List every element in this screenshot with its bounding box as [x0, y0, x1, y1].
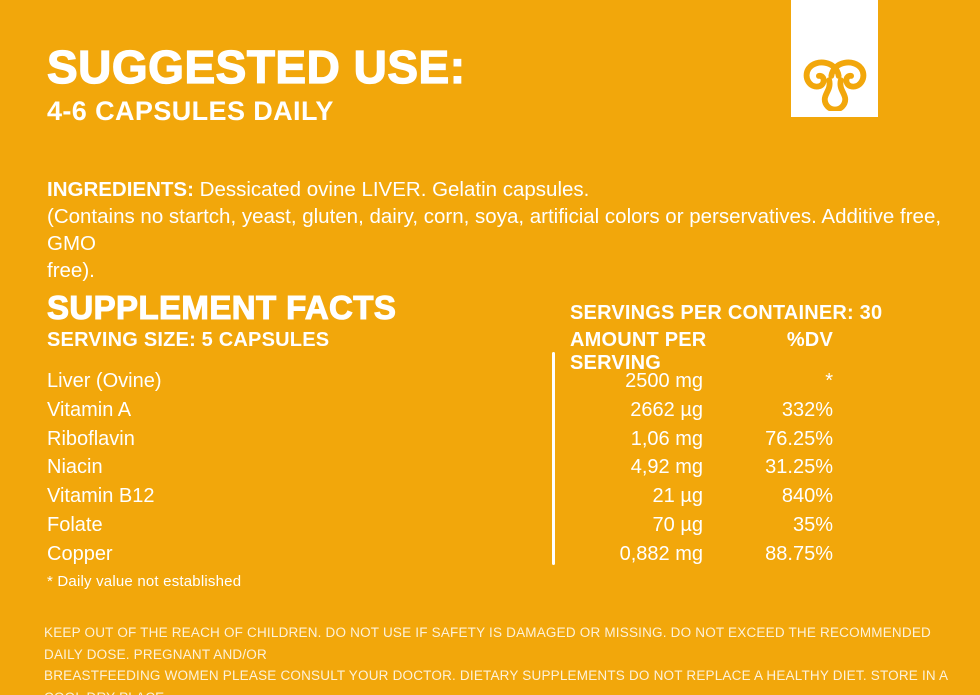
table-row: Copper 0,882 mg 88.75% [0, 540, 980, 569]
nutrient-dv: 31.25% [765, 456, 833, 479]
nutrient-dv: 88.75% [765, 542, 833, 565]
nutrient-name: Niacin [47, 456, 103, 479]
facts-vertical-divider [552, 352, 555, 565]
nutrient-dv: 76.25% [765, 427, 833, 450]
ram-logo-icon [803, 59, 866, 111]
ingredients-line1: INGREDIENTS: Dessicated ovine LIVER. Gel… [47, 176, 952, 203]
dv-header: %DV [786, 329, 833, 351]
nutrient-name: Folate [47, 513, 103, 536]
daily-value-footnote: * Daily value not established [47, 573, 242, 590]
amount-per-serving-header: AMOUNT PER SERVING [570, 329, 707, 374]
table-row: Vitamin A 2662 µg 332% [0, 396, 980, 425]
disclaimer-line: KEEP OUT OF THE REACH OF CHILDREN. DO NO… [44, 625, 931, 662]
suggested-use-directions: 4-6 CAPSULES DAILY [47, 96, 334, 126]
nutrient-amount: 70 µg [652, 513, 703, 536]
supplement-facts-title: SUPPLEMENT FACTS [46, 288, 397, 326]
table-row: Folate 70 µg 35% [0, 511, 980, 540]
suggested-use-title: SUGGESTED USE: [46, 40, 466, 93]
nutrient-amount: 21 µg [652, 485, 703, 508]
nutrient-amount: 1,06 mg [630, 427, 703, 450]
nutrient-dv: 35% [792, 513, 833, 536]
nutrient-name: Copper [47, 542, 113, 565]
table-row: Liver (Ovine) 2500 mg * [0, 367, 980, 396]
brand-logo-box [791, 0, 878, 117]
nutrient-name: Vitamin B12 [47, 485, 155, 508]
nutrient-amount: 2662 µg [630, 398, 703, 421]
nutrient-name: Vitamin A [47, 398, 132, 421]
table-row: Vitamin B12 21 µg 840% [0, 482, 980, 511]
nutrient-name: Riboflavin [47, 427, 135, 450]
nutrient-dv: * [825, 370, 833, 392]
ingredients-label: INGREDIENTS: [47, 178, 194, 201]
nutrient-amount: 4,92 mg [630, 456, 703, 479]
nutrient-name: Liver (Ovine) [47, 370, 162, 392]
table-row: Riboflavin 1,06 mg 76.25% [0, 425, 980, 454]
supplement-facts-table: Liver (Ovine) 2500 mg * Vitamin A 2662 µ… [0, 367, 980, 569]
warning-disclaimer: KEEP OUT OF THE REACH OF CHILDREN. DO NO… [44, 622, 956, 695]
table-row: Niacin 4,92 mg 31.25% [0, 453, 980, 482]
nutrient-dv: 332% [781, 398, 833, 421]
disclaimer-line: BREASTFEEDING WOMEN PLEASE CONSULT YOUR … [44, 668, 948, 695]
servings-per-container-label: SERVINGS PER CONTAINER: 30 [570, 302, 883, 324]
facts-column-headers: AMOUNT PER SERVING %DV [570, 329, 833, 375]
serving-size-label: SERVING SIZE: 5 CAPSULES [47, 329, 330, 351]
ingredients-line3: free). [47, 259, 95, 282]
ingredients-line2: (Contains no startch, yeast, gluten, dai… [47, 205, 942, 255]
nutrient-amount: 2500 mg [625, 370, 703, 392]
nutrient-amount: 0,882 mg [619, 542, 703, 565]
nutrient-dv: 840% [781, 485, 833, 508]
ingredients-section: INGREDIENTS: Dessicated ovine LIVER. Gel… [47, 176, 952, 284]
ingredients-text: Dessicated ovine LIVER. Gelatin capsules… [199, 178, 590, 201]
